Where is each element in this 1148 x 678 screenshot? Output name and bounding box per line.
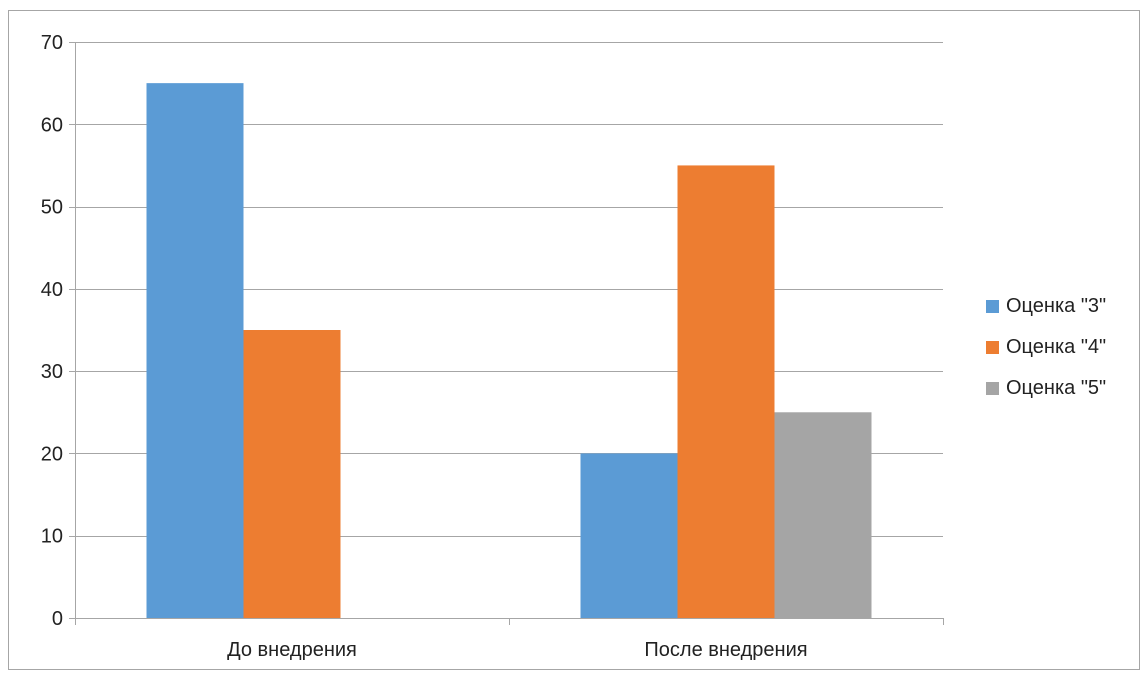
axes [69,42,944,625]
y-tick-label: 60 [41,114,63,136]
legend-swatch [986,382,999,395]
legend-item: Оценка "5" [986,368,1106,409]
y-tick-label: 70 [41,32,63,54]
axis-labels: 0 10 20 30 40 50 60 70 До внедрения После внедрен… [41,32,808,661]
legend-swatch [986,341,999,354]
bar-3-2 [774,412,872,618]
bar-2-2 [677,165,775,618]
bar-1-1 [146,83,244,618]
legend-swatch [986,300,999,313]
x-category-label: После внедрения [644,639,807,661]
legend-label: Оценка "5" [1006,377,1107,399]
bar-1-2 [580,453,678,618]
bar-2-1 [243,330,341,618]
y-tick-label: 10 [41,526,63,548]
legend-label: Оценка "3" [1006,295,1107,317]
bars [146,83,872,618]
y-tick-label: 20 [41,443,63,465]
y-tick-label: 0 [52,608,63,630]
legend-item: Оценка "4" [986,327,1106,368]
y-tick-label: 40 [41,279,63,301]
legend-label: Оценка "4" [1006,336,1107,358]
y-tick-label: 30 [41,361,63,383]
legend-item: Оценка "3" [986,286,1106,327]
x-category-label: До внедрения [227,639,357,661]
y-tick-label: 50 [41,197,63,219]
legend: Оценка "3" Оценка "4" Оценка "5" [986,286,1106,409]
